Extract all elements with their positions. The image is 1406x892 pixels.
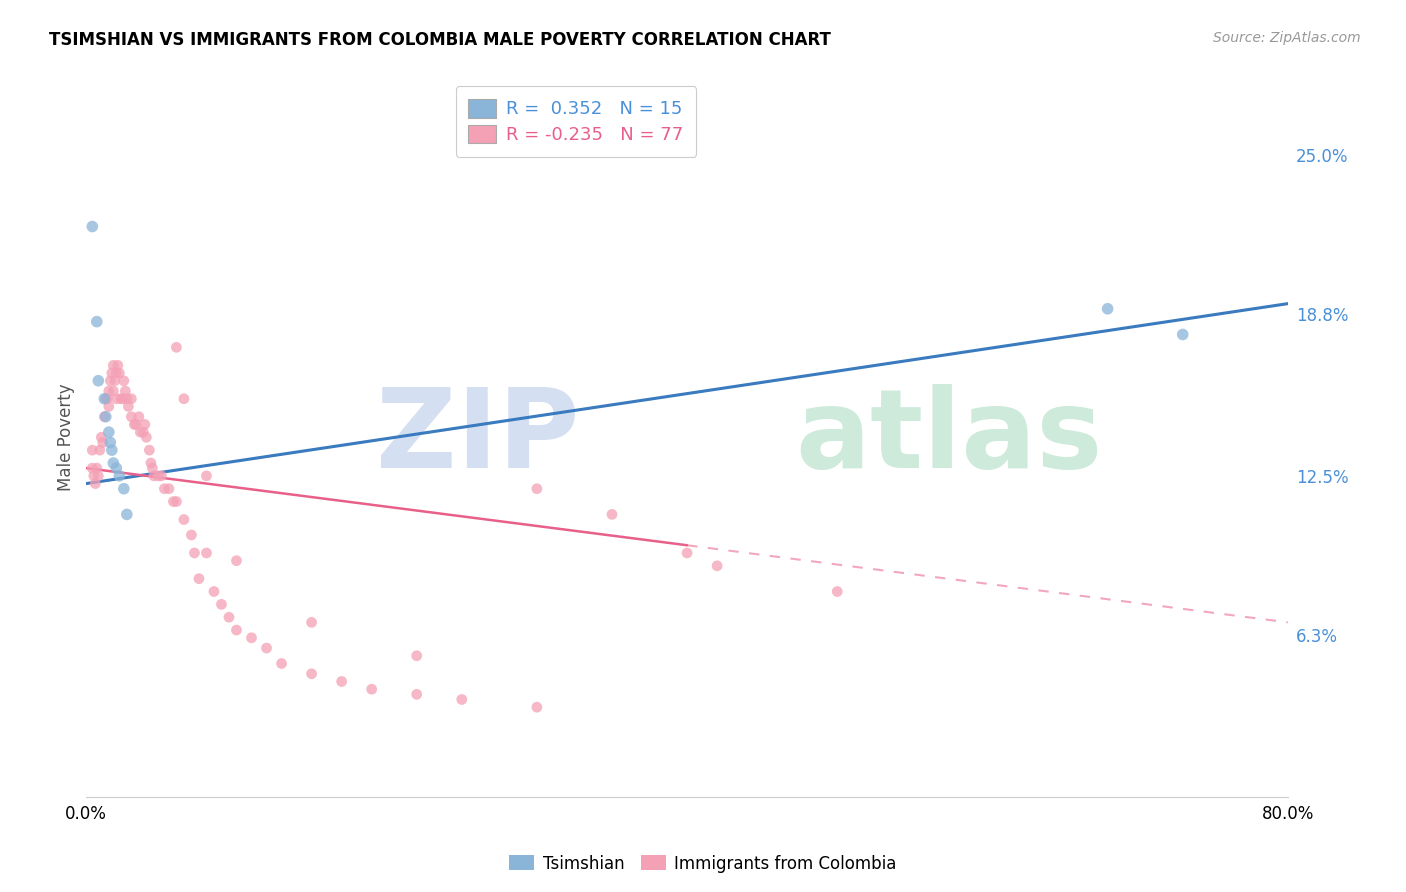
Point (405, 687, 427, 701)
Point (115, 508, 138, 522)
Y-axis label: Male Poverty: Male Poverty (58, 384, 75, 491)
Point (450, 692, 472, 706)
Point (301, 666, 323, 681)
Point (526, 700, 548, 714)
Point (125, 417, 148, 432)
Point (173, 512, 195, 526)
Point (111, 392, 134, 406)
Point (86, 461, 108, 475)
Point (180, 528, 202, 542)
Point (825, 584, 848, 599)
Point (526, 482, 548, 496)
Point (91, 435, 114, 450)
Point (195, 468, 218, 483)
Point (256, 641, 278, 656)
Point (94, 392, 117, 406)
Point (225, 554, 247, 568)
Point (139, 456, 162, 470)
Point (134, 417, 156, 432)
Point (270, 657, 292, 671)
Point (83, 468, 105, 483)
Point (98, 374, 121, 388)
Point (103, 456, 125, 470)
Point (104, 374, 127, 388)
Point (218, 610, 240, 624)
Point (105, 366, 128, 380)
Point (93, 409, 115, 424)
Point (138, 443, 160, 458)
Point (124, 417, 146, 432)
Point (211, 598, 233, 612)
Point (240, 631, 263, 645)
Point (84, 476, 107, 491)
Point (135, 430, 157, 444)
Point (153, 482, 176, 496)
Point (676, 546, 699, 560)
Point (112, 482, 135, 496)
Point (142, 468, 165, 483)
Point (96, 392, 118, 406)
Point (110, 392, 132, 406)
Text: ZIP: ZIP (375, 384, 579, 491)
Point (150, 468, 173, 483)
Point (98, 435, 121, 450)
Point (97, 384, 120, 398)
Point (89, 443, 111, 458)
Point (120, 392, 142, 406)
Point (87, 468, 110, 483)
Point (107, 359, 129, 373)
Point (128, 409, 150, 424)
Text: atlas: atlas (796, 384, 1102, 491)
Point (87, 374, 110, 388)
Point (94, 409, 117, 424)
Point (187, 572, 209, 586)
Point (120, 409, 142, 424)
Point (93, 392, 115, 406)
Point (405, 648, 427, 663)
Point (82, 219, 104, 234)
Point (97, 400, 120, 414)
Legend: Tsimshian, Immigrants from Colombia: Tsimshian, Immigrants from Colombia (503, 848, 903, 880)
Point (105, 392, 128, 406)
Point (195, 546, 218, 560)
Point (86, 315, 108, 329)
Point (103, 359, 125, 373)
Point (1171, 327, 1194, 342)
Point (225, 623, 247, 637)
Point (141, 461, 163, 475)
Point (82, 461, 104, 475)
Point (97, 425, 120, 439)
Point (301, 615, 323, 630)
Point (165, 340, 187, 354)
Point (132, 425, 155, 439)
Text: TSIMSHIAN VS IMMIGRANTS FROM COLOMBIA MALE POVERTY CORRELATION CHART: TSIMSHIAN VS IMMIGRANTS FROM COLOMBIA MA… (49, 31, 831, 49)
Point (101, 443, 124, 458)
Point (202, 584, 225, 599)
Point (706, 558, 728, 573)
Point (105, 461, 128, 475)
Text: Source: ZipAtlas.com: Source: ZipAtlas.com (1213, 31, 1361, 45)
Point (108, 468, 131, 483)
Point (129, 425, 152, 439)
Point (112, 374, 135, 388)
Point (173, 392, 195, 406)
Point (115, 392, 138, 406)
Point (360, 682, 382, 697)
Point (600, 508, 623, 522)
Point (108, 366, 131, 380)
Point (117, 400, 139, 414)
Point (103, 384, 125, 398)
Point (165, 494, 187, 508)
Point (82, 443, 104, 458)
Point (101, 366, 124, 380)
Point (162, 494, 184, 508)
Legend: R =  0.352   N = 15, R = -0.235   N = 77: R = 0.352 N = 15, R = -0.235 N = 77 (456, 87, 696, 157)
Point (183, 546, 205, 560)
Point (330, 674, 353, 689)
Point (114, 384, 136, 398)
Point (157, 482, 180, 496)
Point (1097, 301, 1119, 316)
Point (90, 430, 112, 444)
Point (148, 468, 170, 483)
